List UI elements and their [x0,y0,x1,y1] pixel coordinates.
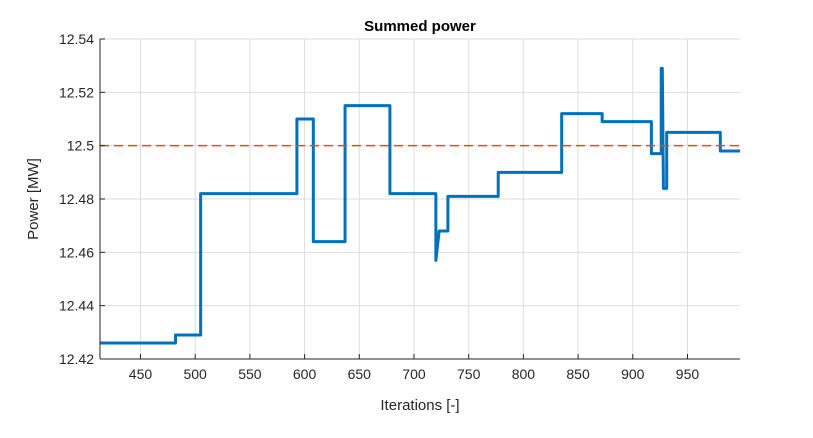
y-axis-label: Power [MW] [25,158,42,240]
x-tick-label: 650 [348,366,372,382]
y-tick-label: 12.42 [59,351,94,367]
x-tick-label: 750 [457,366,481,382]
x-tick-label: 700 [402,366,426,382]
y-tick-label: 12.46 [59,244,94,260]
y-tick-label: 12.48 [59,191,94,207]
axes [99,38,740,360]
x-tick-label: 600 [293,366,317,382]
x-tick-label: 900 [621,366,645,382]
x-tick-label: 950 [676,366,700,382]
x-tick-label: 500 [183,366,207,382]
x-tick-label: 450 [129,366,153,382]
chart-title: Summed power [364,18,476,35]
x-tick-label: 800 [512,366,536,382]
y-tick-label: 12.54 [59,31,94,47]
x-tick-label: 550 [238,366,262,382]
y-tick-label: 12.52 [59,84,94,100]
tick-labels: 450 500 550 600 650 700 750 800 850 900 950 12.42 12… [59,31,699,382]
series-group [100,66,740,345]
y-tick-label: 12.44 [59,298,94,314]
x-tick-label: 850 [566,366,590,382]
x-axis-label: Iterations [-] [380,397,459,414]
power-line [100,66,740,345]
y-tick-label: 12.5 [67,138,94,154]
